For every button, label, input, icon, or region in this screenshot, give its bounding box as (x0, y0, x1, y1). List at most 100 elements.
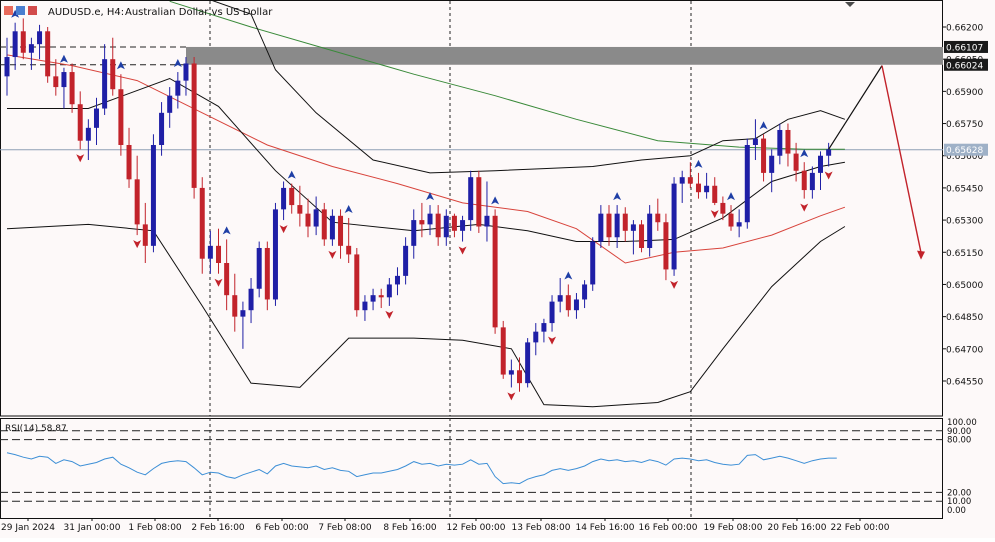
candle-body[interactable] (785, 129, 791, 154)
candle-body[interactable] (720, 202, 726, 214)
candle-body[interactable] (378, 295, 384, 298)
candle-body[interactable] (297, 205, 303, 214)
chart-menu-icon[interactable] (4, 6, 13, 15)
candle-body[interactable] (468, 177, 474, 221)
candle-body[interactable] (4, 57, 10, 77)
candle-body[interactable] (118, 89, 124, 145)
candle-body[interactable] (541, 323, 547, 332)
candle-body[interactable] (329, 215, 335, 240)
candle-body[interactable] (216, 245, 222, 263)
candle-body[interactable] (93, 108, 99, 128)
chart-type-icon[interactable] (16, 6, 25, 15)
candle-body[interactable] (183, 63, 189, 81)
candle-body[interactable] (630, 224, 636, 231)
candle-body[interactable] (142, 224, 148, 246)
candle-body[interactable] (305, 213, 311, 227)
candle-body[interactable] (598, 213, 604, 242)
candle-body[interactable] (321, 209, 327, 240)
candle-body[interactable] (508, 370, 514, 375)
candle-body[interactable] (777, 129, 783, 156)
candle-body[interactable] (53, 76, 59, 88)
candle-body[interactable] (565, 295, 571, 311)
resistance-zone[interactable] (186, 46, 943, 65)
candle-body[interactable] (517, 370, 523, 384)
candle-body[interactable] (818, 155, 823, 173)
candle-body[interactable] (492, 215, 498, 328)
candle-body[interactable] (403, 245, 409, 276)
candle-body[interactable] (801, 170, 807, 191)
candle-body[interactable] (167, 95, 173, 113)
candle-body[interactable] (728, 213, 734, 227)
candle-body[interactable] (679, 177, 685, 184)
candle-body[interactable] (134, 179, 140, 225)
candle-body[interactable] (427, 213, 433, 225)
candle-body[interactable] (69, 72, 75, 105)
candle-body[interactable] (338, 215, 344, 246)
candle-body[interactable] (809, 172, 815, 191)
candle-body[interactable] (37, 31, 43, 45)
candle-body[interactable] (704, 185, 710, 193)
candle-body[interactable] (20, 31, 26, 53)
candle-body[interactable] (655, 213, 661, 223)
candle-body[interactable] (622, 213, 628, 231)
candle-body[interactable] (451, 215, 457, 231)
candle-body[interactable] (573, 299, 579, 311)
candle-body[interactable] (590, 241, 596, 285)
candle-body[interactable] (264, 247, 270, 300)
candle-body[interactable] (346, 245, 352, 255)
scroll-marker-icon[interactable] (845, 2, 855, 7)
candle-body[interactable] (639, 224, 645, 248)
candle-body[interactable] (443, 215, 449, 238)
candle-body[interactable] (272, 209, 278, 300)
candle-body[interactable] (687, 177, 693, 184)
candle-body[interactable] (45, 31, 51, 77)
candle-body[interactable] (85, 127, 91, 141)
candle-body[interactable] (744, 145, 750, 223)
candle-body[interactable] (826, 149, 832, 156)
candle-body[interactable] (557, 295, 563, 302)
candle-body[interactable] (28, 44, 34, 53)
indicator-icon[interactable] (28, 6, 37, 15)
candle-body[interactable] (736, 222, 742, 227)
candle-body[interactable] (150, 145, 156, 246)
candle-body[interactable] (126, 145, 132, 180)
candle-body[interactable] (354, 254, 360, 311)
candle-body[interactable] (256, 247, 262, 289)
candle-body[interactable] (362, 301, 368, 311)
candle-body[interactable] (61, 72, 67, 88)
candle-body[interactable] (435, 213, 441, 238)
candle-body[interactable] (752, 138, 758, 145)
candle-body[interactable] (224, 263, 230, 296)
candle-body[interactable] (110, 59, 116, 90)
candle-body[interactable] (102, 59, 108, 109)
candle-body[interactable] (394, 275, 400, 285)
candle-body[interactable] (695, 183, 701, 193)
candle-body[interactable] (793, 153, 799, 171)
candle-body[interactable] (159, 112, 165, 145)
candle-body[interactable] (77, 104, 83, 141)
candle-body[interactable] (614, 213, 620, 238)
candle-body[interactable] (500, 327, 506, 375)
candle-body[interactable] (411, 220, 417, 246)
candle-body[interactable] (769, 155, 775, 173)
candle-body[interactable] (647, 213, 653, 248)
candle-body[interactable] (281, 187, 287, 210)
candle-body[interactable] (549, 301, 555, 324)
candle-body[interactable] (712, 185, 718, 203)
candle-body[interactable] (313, 209, 319, 227)
candle-body[interactable] (191, 63, 197, 188)
candle-body[interactable] (606, 213, 612, 238)
candle-body[interactable] (761, 138, 767, 173)
candle-body[interactable] (289, 187, 295, 206)
candle-body[interactable] (240, 310, 246, 317)
forecast-down-arrow[interactable] (881, 65, 922, 253)
candle-body[interactable] (525, 342, 531, 384)
candle-body[interactable] (232, 295, 238, 317)
candle-body[interactable] (207, 245, 213, 259)
candle-body[interactable] (248, 288, 254, 311)
candle-body[interactable] (199, 187, 205, 259)
candle-body[interactable] (460, 220, 466, 231)
candle-body[interactable] (386, 284, 392, 298)
